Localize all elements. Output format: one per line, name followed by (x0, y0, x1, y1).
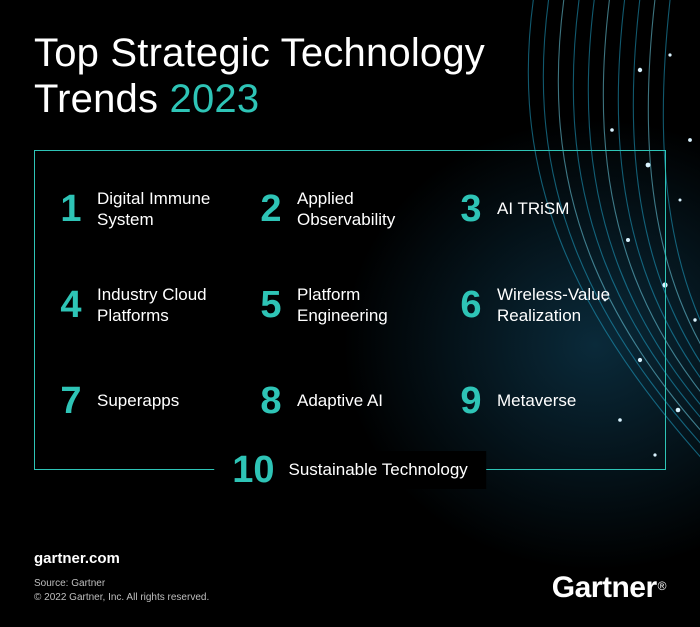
trend-label: Sustainable Technology (289, 459, 468, 480)
trend-label: Digital Immune System (97, 188, 210, 231)
logo-registered: ® (658, 579, 666, 593)
trend-label: Metaverse (497, 390, 576, 411)
trend-number: 9 (459, 382, 483, 420)
title-year: 2023 (170, 77, 260, 121)
trend-number: 4 (59, 286, 83, 324)
trend-label: Industry Cloud Platforms (97, 284, 207, 327)
trends-frame: 1 Digital Immune System 2 Applied Observ… (34, 150, 666, 470)
gartner-logo: Gartner® (552, 571, 666, 605)
trend-item-5: 5 Platform Engineering (259, 279, 441, 331)
trend-number: 8 (259, 382, 283, 420)
trend-item-9: 9 Metaverse (459, 375, 641, 427)
footer-left: gartner.com Source: Gartner © 2022 Gartn… (34, 550, 209, 605)
trend-item-7: 7 Superapps (59, 375, 241, 427)
logo-text: Gartner (552, 571, 657, 605)
trend-item-10: 10 Sustainable Technology (214, 451, 486, 489)
trend-label: Platform Engineering (297, 284, 388, 327)
trend-item-2: 2 Applied Observability (259, 183, 441, 235)
trend-label: Applied Observability (297, 188, 395, 231)
trend-number: 5 (259, 286, 283, 324)
page-title: Top Strategic Technology Trends 2023 (34, 30, 666, 122)
trend-number: 1 (59, 190, 83, 228)
title-line1: Top Strategic Technology (34, 31, 485, 75)
trend-item-8: 8 Adaptive AI (259, 375, 441, 427)
trend-number: 7 (59, 382, 83, 420)
trend-number: 3 (459, 190, 483, 228)
trend-item-4: 4 Industry Cloud Platforms (59, 279, 241, 331)
trend-item-3: 3 AI TRiSM (459, 183, 641, 235)
footer-url: gartner.com (34, 550, 209, 567)
footer-fineprint: Source: Gartner © 2022 Gartner, Inc. All… (34, 577, 209, 605)
trend-label: Adaptive AI (297, 390, 383, 411)
title-line2-prefix: Trends (34, 77, 170, 121)
trend-label: Wireless-Value Realization (497, 284, 610, 327)
footer: gartner.com Source: Gartner © 2022 Gartn… (34, 550, 666, 605)
trend-number: 2 (259, 190, 283, 228)
trend-label: AI TRiSM (497, 198, 569, 219)
trend-number: 6 (459, 286, 483, 324)
trends-grid: 1 Digital Immune System 2 Applied Observ… (59, 183, 641, 427)
trend-item-6: 6 Wireless-Value Realization (459, 279, 641, 331)
trend-item-1: 1 Digital Immune System (59, 183, 241, 235)
trend-number: 10 (232, 451, 274, 489)
trend-label: Superapps (97, 390, 179, 411)
